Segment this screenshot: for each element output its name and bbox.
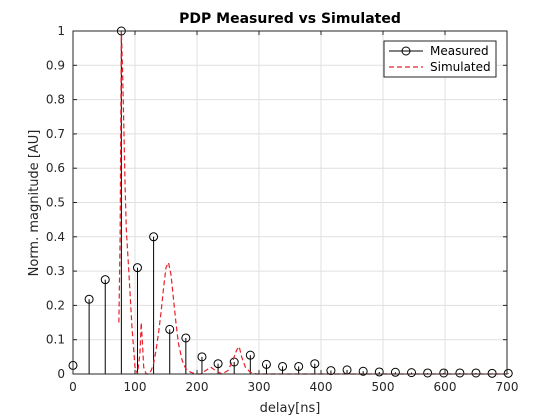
x-axis-label: delay[ns] <box>260 401 321 416</box>
legend-measured-label: Measured <box>430 44 489 58</box>
y-tick-label: 0.3 <box>46 264 65 278</box>
measured-point <box>487 368 497 378</box>
y-tick-label: 0 <box>57 367 65 381</box>
measured-point <box>423 368 433 378</box>
legend-measured-marker <box>401 46 411 56</box>
measured-point <box>310 359 320 369</box>
measured-point <box>455 368 465 378</box>
measured-point <box>197 352 207 362</box>
y-axis-label: Norm. magnitude [AU] <box>27 130 42 277</box>
grid-layer <box>72 30 508 375</box>
measured-point <box>149 232 159 242</box>
axes-layer <box>72 30 508 375</box>
y-tick-label: 0.5 <box>46 196 65 210</box>
measured-point <box>390 367 400 377</box>
x-tick-label: 100 <box>124 380 147 394</box>
measured-point <box>213 359 223 369</box>
y-tick-label: 0.9 <box>46 58 65 72</box>
measured-point <box>100 275 110 285</box>
x-tick-label: 0 <box>69 380 77 394</box>
measured-point <box>245 350 255 360</box>
measured-point <box>261 359 271 369</box>
legend: Measured Simulated <box>383 40 497 78</box>
y-tick-label: 0.7 <box>46 127 65 141</box>
measured-point <box>294 361 304 371</box>
y-tick-label: 0.6 <box>46 161 65 175</box>
measured-point <box>181 333 191 343</box>
x-tick-label: 200 <box>186 380 209 394</box>
y-tick-label: 0.8 <box>46 93 65 107</box>
measured-point <box>165 324 175 334</box>
x-tick-label: 400 <box>310 380 333 394</box>
measured-point <box>84 294 94 304</box>
measured-point <box>358 366 368 376</box>
x-tick-label: 700 <box>496 380 519 394</box>
y-tick-label: 1 <box>57 24 65 38</box>
legend-box <box>383 40 497 78</box>
y-tick-label: 0.2 <box>46 298 65 312</box>
measured-point <box>407 368 417 378</box>
measured-point <box>471 368 481 378</box>
axes-box <box>72 30 508 375</box>
chart-title: PDP Measured vs Simulated <box>179 11 401 27</box>
measured-point <box>439 368 449 378</box>
ticks-layer: 0 100 200 300 400 500 600 700 0 0.1 0.2 0.3 0.4 0.5 0.… <box>46 24 519 394</box>
y-tick-label: 0.1 <box>46 333 65 347</box>
x-tick-label: 500 <box>372 380 395 394</box>
measured-point <box>278 361 288 371</box>
legend-simulated-label: Simulated <box>430 60 491 74</box>
y-tick-label: 0.4 <box>46 230 65 244</box>
x-tick-label: 600 <box>434 380 457 394</box>
x-tick-label: 300 <box>248 380 271 394</box>
measured-point <box>132 263 142 273</box>
measured-point <box>503 368 513 378</box>
